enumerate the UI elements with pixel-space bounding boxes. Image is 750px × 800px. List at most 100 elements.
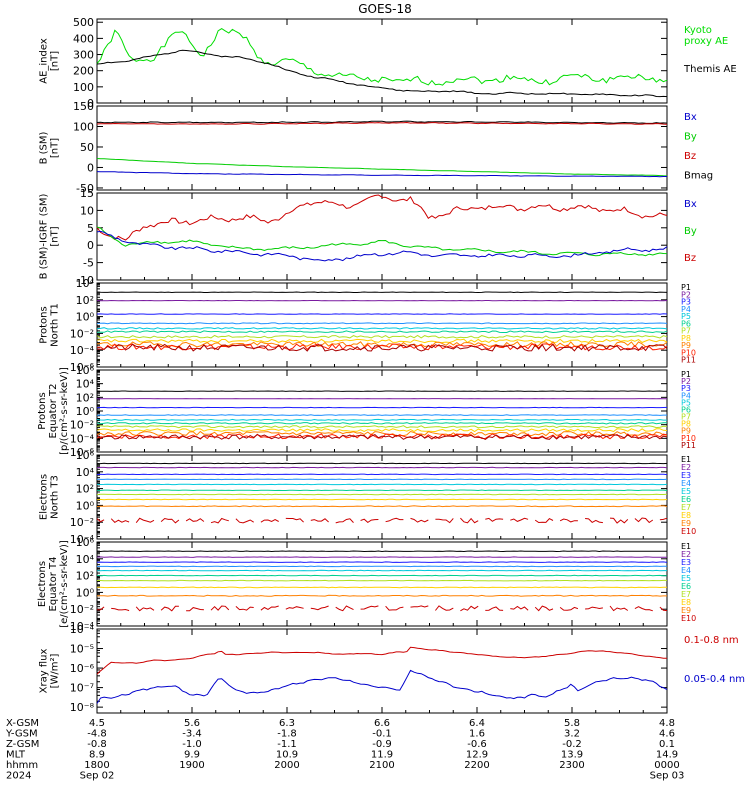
y-tick-label: 10⁻² xyxy=(70,516,94,529)
x-axis-value: 12.9 xyxy=(466,750,488,761)
series-bz xyxy=(96,121,668,125)
y-tick-label: 10⁴ xyxy=(76,466,95,479)
series-p11 xyxy=(96,434,668,440)
series-p4 xyxy=(96,414,667,416)
series-e7 xyxy=(97,579,667,582)
y-axis-label: North T3 xyxy=(50,475,61,519)
panel-et4: 10⁻⁴ 10⁻² 10⁰ 10² 10⁴ 10⁶ Electrons Equator T4[… xyxy=(37,536,696,633)
y-tick-label: 10⁻⁷ xyxy=(70,682,94,695)
series-e5 xyxy=(96,569,667,572)
legend-label: E10 xyxy=(681,614,696,623)
series-p10 xyxy=(96,433,668,440)
legend-label: E3 xyxy=(681,471,691,480)
series-0-05-0-4-nm xyxy=(96,669,668,704)
y-axis-label: Electrons xyxy=(39,474,50,520)
x-axis-value: 11.9 xyxy=(371,750,393,761)
x-axis-value: 2300 xyxy=(559,760,584,771)
legend-label: P3 xyxy=(681,298,691,307)
legend-label: P2 xyxy=(681,290,691,299)
y-tick-label: 10² xyxy=(76,483,94,496)
x-axis-value: 1800 xyxy=(84,760,109,771)
series-kyoto-proxy-ae xyxy=(96,28,668,86)
legend-label: Themis AE xyxy=(683,64,737,75)
y-axis-label: North T1 xyxy=(50,303,61,347)
y-tick-label: 10⁰ xyxy=(76,311,95,324)
y-tick-label: 10⁻⁶ xyxy=(70,361,95,374)
x-axis-value: -0.9 xyxy=(372,739,392,750)
legend-label: P10 xyxy=(681,434,696,443)
x-axis-value: 6.3 xyxy=(279,718,295,729)
y-tick-label: 10⁴ xyxy=(76,553,95,566)
y-tick-label: -10 xyxy=(76,274,94,287)
legend-label: P7 xyxy=(681,327,691,336)
y-axis-label: Protons xyxy=(37,392,48,429)
series-e8 xyxy=(96,498,668,501)
series-e1 xyxy=(96,550,668,553)
series-by xyxy=(96,226,668,257)
legend-label: E1 xyxy=(681,455,691,464)
legend-label: P7 xyxy=(681,413,691,422)
legend-label: E3 xyxy=(681,558,691,567)
y-tick-label: 10⁻⁴ xyxy=(70,620,95,633)
legend-label: Bmag xyxy=(684,171,713,182)
y-axis-label: [nT] xyxy=(50,51,61,71)
x-axis-value: 0000 xyxy=(654,760,679,771)
series-bz xyxy=(96,194,668,241)
series-p6 xyxy=(96,422,667,425)
y-tick-label: 300 xyxy=(73,49,94,62)
y-axis-label: Equator T2 xyxy=(48,384,59,439)
legend-label: P9 xyxy=(681,341,691,350)
y-tick-label: 10² xyxy=(76,294,94,307)
y-axis-label: AE_index xyxy=(39,38,50,84)
x-axis-value: 5.8 xyxy=(564,718,580,729)
legend-label: 0.1-0.8 nm xyxy=(684,635,739,646)
series-e2 xyxy=(96,556,668,558)
legend-label: E8 xyxy=(681,598,691,607)
legend-label: Bx xyxy=(684,112,697,123)
series-bx xyxy=(96,171,667,178)
x-axis-value: -1.0 xyxy=(182,739,202,750)
y-tick-label: -5 xyxy=(83,257,94,270)
panel-frame xyxy=(96,282,668,368)
x-axis-value: -4.8 xyxy=(87,729,107,740)
x-axis-value: 4.6 xyxy=(659,729,675,740)
y-axis-label: [W/m²] xyxy=(50,653,61,688)
x-axis-value: 5.6 xyxy=(184,718,200,729)
legend-label: E4 xyxy=(681,566,691,575)
y-tick-label: 10² xyxy=(76,391,94,404)
y-tick-label: 200 xyxy=(73,65,94,78)
legend-label: E6 xyxy=(681,495,691,504)
series-p3 xyxy=(96,313,668,315)
y-tick-label: 150 xyxy=(73,100,94,113)
legend-label: P9 xyxy=(681,427,691,436)
legend-label: P11 xyxy=(681,441,696,450)
series-p6 xyxy=(96,330,668,334)
x-axis-value: 4.8 xyxy=(659,718,675,729)
panel-frame xyxy=(96,369,668,453)
y-tick-label: 5 xyxy=(87,222,94,235)
series-e5 xyxy=(96,483,668,486)
y-tick-label: 10⁻² xyxy=(70,327,94,340)
series-e1 xyxy=(96,462,668,465)
series-e10 xyxy=(96,517,668,524)
x-axis-value: 4.5 xyxy=(89,718,105,729)
x-axis-value: -0.1 xyxy=(372,729,392,740)
legend-label: Kyoto xyxy=(684,25,712,36)
panel-bsm: -50 0 50 100 150 B (SM) [nT] Bx By Bz Bmag xyxy=(39,100,714,195)
x-axis-value: Sep 03 xyxy=(650,771,685,782)
y-axis-label: [e/(cm²-s-sr-keV)] xyxy=(59,540,70,628)
y-tick-label: 50 xyxy=(80,141,94,154)
y-tick-label: 0 xyxy=(87,239,94,252)
x-axis-value: 6.4 xyxy=(469,718,485,729)
x-axis-value: 9.9 xyxy=(184,750,200,761)
legend-label: P2 xyxy=(681,377,691,386)
y-tick-label: 10⁰ xyxy=(76,405,95,418)
x-axis-value: 1900 xyxy=(179,760,204,771)
series-p11 xyxy=(97,343,668,352)
series-e6 xyxy=(96,489,668,492)
legend-label: P8 xyxy=(681,420,691,429)
series-bx xyxy=(96,230,668,262)
